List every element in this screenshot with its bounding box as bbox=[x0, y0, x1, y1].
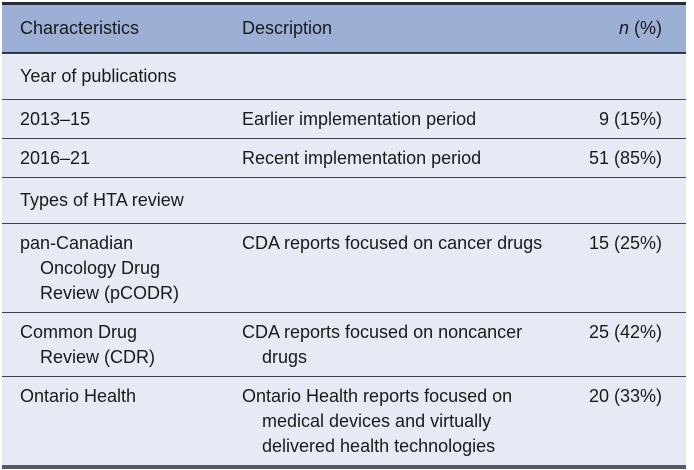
cell-text-line: Ontario Health bbox=[20, 385, 137, 406]
table-row-2013-15: 2013–15 Earlier implementation period 9 … bbox=[2, 99, 686, 138]
description-cell: Recent implementation period bbox=[242, 146, 566, 171]
hta-characteristics-table: Characteristics Description n (%) Year of… bbox=[2, 2, 686, 469]
section-label: Types of HTA review bbox=[20, 190, 184, 210]
cell-text-line: Common Drug bbox=[20, 321, 138, 342]
empty-cell bbox=[242, 188, 566, 213]
cell-text-line: Review (pCODR) bbox=[40, 282, 180, 303]
empty-cell bbox=[566, 188, 686, 213]
table-header-row: Characteristics Description n (%) bbox=[2, 5, 686, 53]
cell-text-line: CDA reports focused on cancer drugs bbox=[242, 232, 543, 253]
count-cell: 9 (15%) bbox=[598, 108, 662, 129]
description-cell: Earlier implementation period bbox=[242, 107, 566, 132]
header-characteristics: Characteristics bbox=[20, 18, 140, 38]
table-row-ontario-health: Ontario Health Ontario Health reports fo… bbox=[2, 376, 686, 465]
cell-text-line: 2016–21 bbox=[20, 147, 91, 168]
description-cell: Ontario Health reports focused on medica… bbox=[242, 384, 566, 459]
section-label: Year of publications bbox=[20, 66, 177, 86]
cell-text-line: pan-Canadian bbox=[20, 232, 134, 253]
count-cell: 25 (42%) bbox=[588, 321, 662, 342]
characteristic-cell: Ontario Health bbox=[2, 384, 242, 409]
cell-text-line: medical devices and virtually bbox=[262, 410, 492, 431]
table-row-cdr: Common Drug Review (CDR) CDA reports foc… bbox=[2, 312, 686, 376]
description-cell: CDA reports focused on noncancer drugs bbox=[242, 320, 566, 370]
description-cell: CDA reports focused on cancer drugs bbox=[242, 231, 566, 256]
cell-text-line: Review (CDR) bbox=[40, 346, 156, 367]
cell-text-line: Recent implementation period bbox=[242, 147, 482, 168]
table-row-pcodr: pan-Canadian Oncology Drug Review (pCODR… bbox=[2, 223, 686, 312]
count-cell: 20 (33%) bbox=[588, 385, 662, 406]
cell-text-line: Oncology Drug bbox=[40, 257, 161, 278]
header-description: Description bbox=[242, 18, 333, 38]
section-row-types-of-hta-review: Types of HTA review bbox=[2, 177, 686, 223]
header-n-percent: n (%) bbox=[566, 16, 686, 41]
empty-cell bbox=[242, 64, 566, 89]
characteristic-cell: 2016–21 bbox=[2, 146, 242, 171]
characteristic-cell: pan-Canadian Oncology Drug Review (pCODR… bbox=[2, 231, 242, 306]
header-n-symbol: n bbox=[618, 18, 629, 38]
cell-text-line: Ontario Health reports focused on bbox=[242, 385, 513, 406]
count-cell: 51 (85%) bbox=[588, 147, 662, 168]
characteristic-cell: Common Drug Review (CDR) bbox=[2, 320, 242, 370]
cell-text-line: 2013–15 bbox=[20, 108, 91, 129]
count-cell: 15 (25%) bbox=[588, 232, 662, 253]
cell-text-line: CDA reports focused on noncancer bbox=[242, 321, 523, 342]
cell-text-line: Earlier implementation period bbox=[242, 108, 477, 129]
characteristic-cell: 2013–15 bbox=[2, 107, 242, 132]
cell-text-line: delivered health technologies bbox=[262, 435, 496, 456]
section-row-year-of-publications: Year of publications bbox=[2, 53, 686, 99]
cell-text-line: drugs bbox=[262, 346, 308, 367]
table-row-2016-21: 2016–21 Recent implementation period 51 … bbox=[2, 138, 686, 177]
empty-cell bbox=[566, 64, 686, 89]
header-n-unit: (%) bbox=[634, 18, 662, 38]
